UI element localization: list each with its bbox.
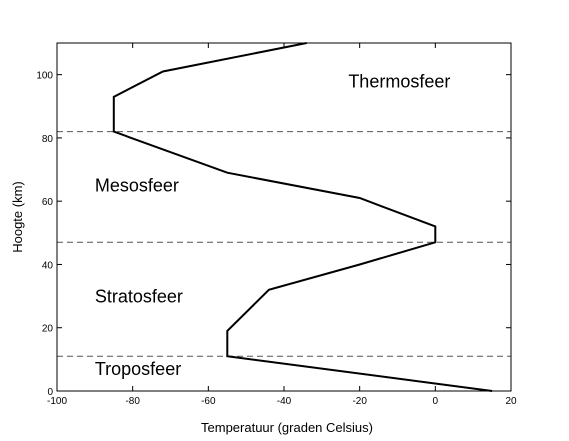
atmosphere-layer-label: Stratosfeer: [95, 286, 183, 306]
y-axis-ticks: 0 20 40 60 80 100: [36, 71, 511, 398]
x-tick-label: 20: [505, 396, 517, 407]
x-axis-label: Temperatuur (graden Celsius): [201, 420, 373, 435]
atmosphere-layer-label: Mesosfeer: [95, 176, 179, 196]
temperature-line: [112, 42, 493, 392]
x-tick-label: 0: [433, 396, 439, 407]
y-tick-label: 80: [42, 134, 54, 145]
y-tick-label: 20: [42, 324, 54, 335]
atmosphere-layer-label: Troposfeer: [95, 359, 181, 379]
y-axis-label: Hoogte (km): [10, 181, 25, 253]
x-tick-label: -20: [352, 396, 367, 407]
region-labels: Troposfeer Stratosfeer Mesosfeer Thermosfee…: [95, 71, 451, 379]
x-tick-label: -80: [125, 396, 140, 407]
x-tick-label: -40: [277, 396, 292, 407]
y-tick-label: 100: [36, 71, 53, 82]
x-axis-ticks: -100 -80 -60 -40 -20 0 20: [47, 43, 517, 407]
boundary-lines: [57, 131, 511, 357]
y-tick-label: 40: [42, 260, 54, 271]
atmosphere-layer-label: Thermosfeer: [348, 71, 450, 91]
y-tick-label: 0: [47, 387, 53, 398]
plot-background: [57, 43, 511, 391]
x-tick-label: -100: [47, 396, 67, 407]
x-tick-label: -60: [201, 396, 216, 407]
y-tick-label: 60: [42, 197, 54, 208]
